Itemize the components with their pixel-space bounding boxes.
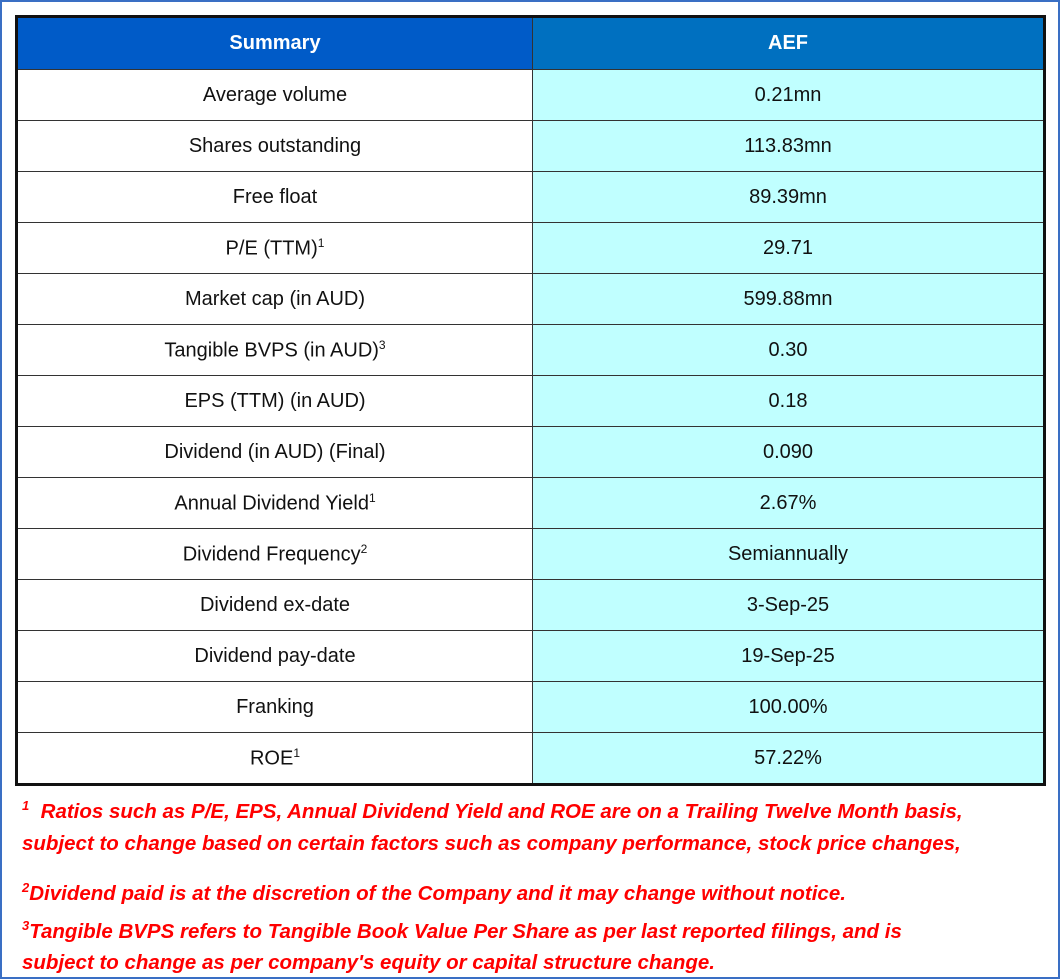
table-row: Shares outstanding 113.83mn xyxy=(16,120,1045,172)
footnote-mark: 1 xyxy=(22,798,30,813)
header-row: Summary AEF xyxy=(16,16,1045,70)
row-label: ROE1 xyxy=(16,732,533,785)
footnote-1-cont: subject to change based on certain facto… xyxy=(22,828,1042,860)
row-value: 113.83mn xyxy=(532,120,1045,172)
footnote-ref: 2 xyxy=(360,541,368,556)
row-value: 29.71 xyxy=(532,222,1045,274)
footnote-text: Tangible BVPS refers to Tangible Book Va… xyxy=(29,919,902,943)
table-row: P/E (TTM)1 29.71 xyxy=(16,222,1045,274)
row-label-text: Tangible BVPS (in AUD) xyxy=(164,339,379,362)
footnote-text: subject to change based on certain facto… xyxy=(22,831,961,855)
table-row: Average volume 0.21mn xyxy=(16,69,1045,121)
row-label-text: Dividend ex-date xyxy=(199,593,351,616)
table-row: Dividend (in AUD) (Final) 0.090 xyxy=(16,426,1045,478)
table-row: EPS (TTM) (in AUD) 0.18 xyxy=(16,375,1045,427)
table-row: Dividend ex-date 3-Sep-25 xyxy=(16,579,1045,631)
footnote-ref: 3 xyxy=(378,337,386,352)
table-row: Market cap (in AUD) 599.88mn xyxy=(16,273,1045,325)
row-value: 2.67% xyxy=(532,477,1045,529)
table-row: ROE1 57.22% xyxy=(16,732,1045,785)
header-summary: Summary xyxy=(16,16,533,70)
row-value: 89.39mn xyxy=(532,171,1045,223)
row-label: Annual Dividend Yield1 xyxy=(16,477,533,529)
row-label: Market cap (in AUD) xyxy=(16,273,533,325)
footnote-ref: 1 xyxy=(317,235,325,250)
row-label-text: Franking xyxy=(236,695,314,718)
row-label-text: Average volume xyxy=(202,83,348,106)
row-label-text: Market cap (in AUD) xyxy=(184,287,366,310)
row-value: 0.30 xyxy=(532,324,1045,376)
row-label: P/E (TTM)1 xyxy=(16,222,533,274)
row-value: 599.88mn xyxy=(532,273,1045,325)
row-label-text: Shares outstanding xyxy=(188,134,362,157)
footnote-text: Ratios such as P/E, EPS, Annual Dividend… xyxy=(40,799,963,823)
footnote-3: 3Tangible BVPS refers to Tangible Book V… xyxy=(22,910,1042,948)
footnote-3-cont: subject to change as per company's equit… xyxy=(22,947,1042,979)
table-row: Dividend pay-date 19-Sep-25 xyxy=(16,630,1045,682)
row-value: 3-Sep-25 xyxy=(532,579,1045,631)
row-label: Dividend ex-date xyxy=(16,579,533,631)
footnotes: 1 Ratios such as P/E, EPS, Annual Divide… xyxy=(22,790,1042,979)
footnote-1: 1 Ratios such as P/E, EPS, Annual Divide… xyxy=(22,790,1042,828)
footnote-ref: 1 xyxy=(368,490,376,505)
footnote-2: 2Dividend paid is at the discretion of t… xyxy=(22,872,1042,910)
row-label: Franking xyxy=(16,681,533,733)
table-row: Free float 89.39mn xyxy=(16,171,1045,223)
summary-table: Summary AEF Average volume 0.21mn Shares o… xyxy=(15,15,1046,786)
row-label-text: Free float xyxy=(232,185,318,208)
footnote-mark: 3 xyxy=(22,917,30,933)
row-label-text: Annual Dividend Yield xyxy=(174,492,369,515)
row-label-text: Dividend pay-date xyxy=(194,644,356,667)
row-label: Dividend pay-date xyxy=(16,630,533,682)
row-label-text: Dividend Frequency xyxy=(182,543,361,566)
row-value: 100.00% xyxy=(532,681,1045,733)
row-label: Dividend (in AUD) (Final) xyxy=(16,426,533,478)
table-row: Dividend Frequency2 Semiannually xyxy=(16,528,1045,580)
row-label: Tangible BVPS (in AUD)3 xyxy=(16,324,533,376)
footnote-mark: 2 xyxy=(22,879,30,895)
row-value: 0.18 xyxy=(532,375,1045,427)
row-label: EPS (TTM) (in AUD) xyxy=(16,375,533,427)
row-label: Free float xyxy=(16,171,533,223)
row-label: Shares outstanding xyxy=(16,120,533,172)
row-value: Semiannually xyxy=(532,528,1045,580)
row-label-text: EPS (TTM) (in AUD) xyxy=(184,389,366,412)
row-value: 0.21mn xyxy=(532,69,1045,121)
footnote-text: subject to change as per company's equit… xyxy=(22,951,715,975)
row-value: 0.090 xyxy=(532,426,1045,478)
row-label: Dividend Frequency2 xyxy=(16,528,533,580)
row-value: 19-Sep-25 xyxy=(532,630,1045,682)
row-label-text: ROE xyxy=(249,747,294,770)
table-row: Franking 100.00% xyxy=(16,681,1045,733)
table-row: Tangible BVPS (in AUD)3 0.30 xyxy=(16,324,1045,376)
row-value: 57.22% xyxy=(532,732,1045,785)
footnote-ref: 1 xyxy=(293,745,301,760)
header-ticker: AEF xyxy=(532,16,1045,70)
row-label-text: P/E (TTM) xyxy=(225,237,318,260)
row-label: Average volume xyxy=(16,69,533,121)
footnote-text: Dividend paid is at the discretion of th… xyxy=(29,881,846,905)
row-label-text: Dividend (in AUD) (Final) xyxy=(164,440,386,463)
table-row: Annual Dividend Yield1 2.67% xyxy=(16,477,1045,529)
